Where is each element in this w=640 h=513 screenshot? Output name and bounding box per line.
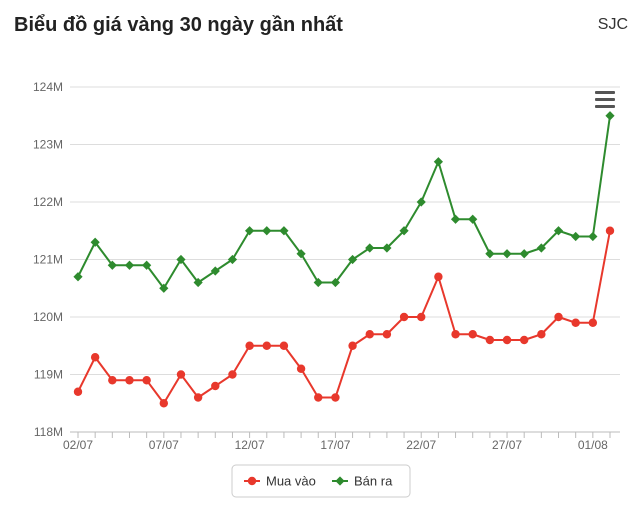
data-point-buy[interactable] — [211, 381, 220, 391]
data-point-sell[interactable] — [73, 272, 83, 282]
data-point-buy[interactable] — [485, 335, 495, 345]
legend-label-buy[interactable]: Mua vào — [266, 474, 316, 489]
data-point-sell[interactable] — [279, 226, 289, 236]
data-point-sell[interactable] — [176, 254, 186, 265]
data-point-buy[interactable] — [279, 341, 289, 350]
y-tick-label: 118M — [34, 425, 63, 439]
data-point-sell[interactable] — [450, 214, 461, 224]
data-point-buy[interactable] — [262, 341, 271, 350]
data-point-buy[interactable] — [125, 376, 134, 385]
data-point-sell[interactable] — [519, 249, 529, 259]
data-point-sell[interactable] — [313, 277, 323, 288]
y-tick-label: 119M — [34, 368, 63, 382]
page-title: Biểu đồ giá vàng 30 ngày gần nhất — [14, 14, 343, 36]
data-point-buy[interactable] — [502, 335, 512, 345]
data-point-buy[interactable] — [571, 318, 580, 327]
data-point-buy[interactable] — [451, 330, 460, 339]
data-point-buy[interactable] — [434, 272, 443, 281]
data-point-sell[interactable] — [536, 243, 546, 253]
y-tick-label: 120M — [33, 310, 63, 324]
data-point-sell[interactable] — [193, 277, 203, 288]
data-point-buy[interactable] — [108, 376, 117, 385]
data-point-buy[interactable] — [605, 226, 615, 235]
menu-bar — [595, 91, 615, 94]
series-layer — [73, 111, 615, 408]
data-point-sell[interactable] — [347, 254, 358, 265]
data-point-sell[interactable] — [502, 249, 512, 259]
data-point-buy[interactable] — [176, 370, 186, 379]
data-point-buy[interactable] — [348, 341, 357, 350]
data-point-sell[interactable] — [227, 254, 238, 265]
data-point-sell[interactable] — [124, 260, 135, 270]
brand-label: SJC — [597, 16, 628, 33]
x-tick-label: 01/08 — [578, 438, 608, 452]
data-point-sell[interactable] — [433, 157, 443, 167]
data-point-buy[interactable] — [331, 393, 340, 402]
data-point-sell[interactable] — [485, 249, 495, 259]
data-point-sell[interactable] — [159, 283, 169, 293]
data-point-sell[interactable] — [553, 226, 564, 236]
data-point-buy[interactable] — [90, 353, 100, 362]
menu-bar — [595, 98, 615, 101]
data-point-sell[interactable] — [416, 197, 426, 207]
data-point-buy[interactable] — [537, 330, 546, 339]
data-point-buy[interactable] — [417, 312, 426, 322]
data-point-sell[interactable] — [605, 111, 615, 121]
data-point-sell[interactable] — [296, 249, 306, 259]
data-point-sell[interactable] — [142, 260, 152, 270]
legend-box — [231, 464, 411, 498]
data-point-buy[interactable] — [159, 399, 169, 408]
y-tick-label: 122M — [33, 195, 63, 209]
x-tick-label: 27/07 — [492, 438, 522, 452]
x-tick-label: 02/07 — [63, 438, 93, 452]
data-point-buy[interactable] — [382, 330, 392, 339]
data-point-sell[interactable] — [90, 237, 100, 247]
y-tick-label: 124M — [33, 80, 63, 94]
data-point-buy[interactable] — [519, 335, 529, 345]
legend-label-sell[interactable]: Bán ra — [354, 474, 393, 489]
data-point-buy[interactable] — [314, 393, 323, 402]
y-tick-label: 123M — [33, 138, 63, 152]
menu-bar — [595, 105, 615, 108]
x-tick-label: 07/07 — [149, 438, 179, 452]
data-point-buy[interactable] — [228, 370, 237, 379]
data-point-sell[interactable] — [382, 243, 392, 253]
y-axis: 118M 119M 120M 121M 122M 123M 124M — [33, 80, 63, 439]
data-point-sell[interactable] — [468, 214, 478, 224]
data-point-buy[interactable] — [142, 376, 151, 385]
data-point-sell[interactable] — [330, 277, 341, 288]
data-point-buy[interactable] — [399, 312, 409, 322]
chart-menu-icon[interactable] — [594, 91, 616, 111]
x-tick-label: 17/07 — [320, 438, 350, 452]
legend[interactable]: Mua vào Bán ra — [231, 464, 411, 498]
data-point-buy[interactable] — [554, 312, 563, 322]
data-point-sell[interactable] — [365, 243, 375, 253]
y-tick-label: 121M — [33, 253, 63, 267]
data-point-sell[interactable] — [245, 226, 255, 236]
x-axis: 02/07 07/07 12/07 17/07 22/07 27/07 01/08 — [63, 431, 620, 452]
data-point-buy[interactable] — [245, 341, 254, 350]
data-point-sell[interactable] — [262, 226, 272, 236]
data-point-buy[interactable] — [73, 387, 83, 396]
data-point-buy[interactable] — [468, 330, 477, 339]
data-point-buy[interactable] — [588, 318, 598, 327]
data-point-buy[interactable] — [296, 364, 306, 373]
data-point-sell[interactable] — [210, 266, 220, 276]
data-point-buy[interactable] — [193, 393, 203, 402]
x-tick-label: 12/07 — [235, 438, 265, 452]
legend-marker-sell[interactable] — [335, 476, 345, 486]
data-point-buy[interactable] — [365, 330, 374, 339]
data-point-sell[interactable] — [107, 260, 117, 270]
x-tick-label: 22/07 — [406, 438, 436, 452]
data-point-sell[interactable] — [571, 231, 581, 242]
legend-marker-buy[interactable] — [247, 476, 257, 486]
data-point-sell[interactable] — [588, 231, 598, 242]
data-point-sell[interactable] — [399, 226, 409, 236]
grid-lines — [70, 86, 620, 433]
